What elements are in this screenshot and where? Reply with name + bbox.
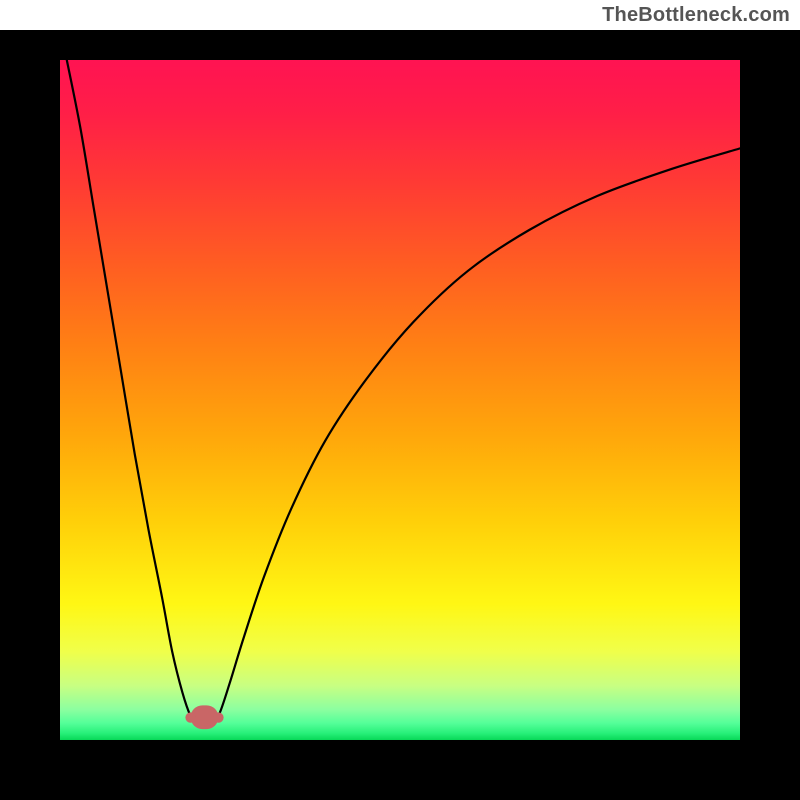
plot-background bbox=[60, 60, 740, 740]
valley-dot-0 bbox=[185, 712, 195, 722]
valley-dot-1 bbox=[213, 712, 223, 722]
watermark-text: TheBottleneck.com bbox=[602, 4, 790, 27]
bottleneck-chart-svg bbox=[0, 0, 800, 800]
chart-container: TheBottleneck.com bbox=[0, 0, 800, 800]
